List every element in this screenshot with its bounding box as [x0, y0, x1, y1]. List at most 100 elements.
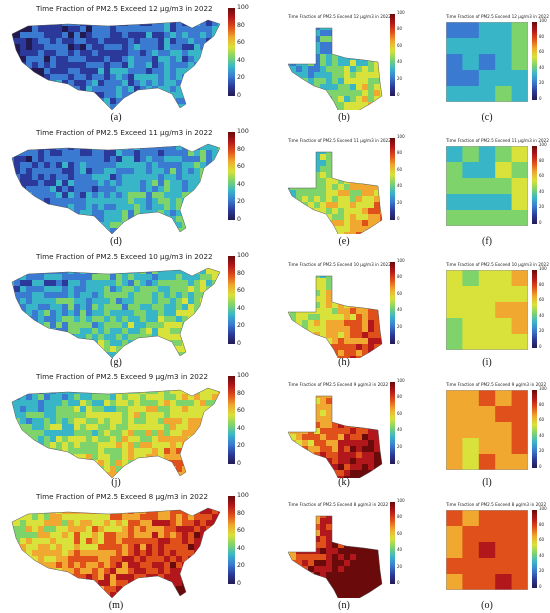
grid-4-grid-map [446, 510, 528, 590]
colorbar-tick-label: 100 [397, 10, 405, 15]
colorbar-tick-label: 40 [237, 180, 245, 188]
panel-label: (h) [338, 357, 350, 368]
colorbar-tick-label: 100 [539, 386, 547, 391]
colorbar-tick-label: 20 [397, 199, 403, 205]
colorbar-gradient [390, 14, 395, 96]
colorbar [532, 146, 537, 224]
colorbar-tick-label: 100 [237, 4, 249, 11]
colorbar-gradient [228, 496, 235, 584]
colorbar-tick-label: 0 [397, 92, 400, 97]
colorbar-tick-label: 60 [539, 173, 545, 179]
panel-label: (k) [338, 477, 350, 488]
panel-title: Time Fraction of PM2.5 Exceed 9 μg/m3 in… [288, 382, 389, 387]
grid-map-panel: Time Fraction of PM2.5 Exceed 11 μg/m3 i… [446, 138, 549, 238]
tx-2-map [287, 275, 383, 358]
colorbar-tick-label: 80 [397, 150, 403, 156]
colorbar-tick-label: 20 [237, 442, 245, 450]
us-map-panel: Time Fraction of PM2.5 Exceed 11 μg/m3 i… [8, 128, 224, 234]
colorbar-tick-label: 0 [237, 580, 241, 587]
texas-map-panel: Time Fraction of PM2.5 Exceed 8 μg/m3 in… [284, 502, 388, 602]
us-2-map [11, 267, 221, 358]
grid-1-grid-map [446, 146, 528, 226]
colorbar-tick-label: 20 [539, 204, 545, 210]
colorbar [228, 256, 235, 344]
panel-label: (m) [108, 600, 124, 611]
panel-title: Time Fraction of PM2.5 Exceed 8 μg/m3 in… [288, 502, 389, 507]
colorbar-tick-label: 20 [539, 328, 545, 334]
colorbar-tick-label: 80 [539, 401, 545, 407]
panel-label: (g) [110, 357, 122, 368]
colorbar-tick-label: 100 [397, 498, 405, 503]
colorbar-tick-label: 80 [397, 514, 403, 520]
us-1-map [11, 143, 221, 234]
panel-title: Time Fraction of PM2.5 Exceed 9 μg/m3 in… [446, 382, 547, 387]
colorbar-tick-label: 80 [539, 521, 545, 527]
tx-1-map [287, 151, 383, 234]
colorbar-gradient [228, 132, 235, 220]
tx-4-map [287, 515, 383, 598]
colorbar-tick-label: 60 [539, 297, 545, 303]
colorbar [532, 270, 537, 348]
colorbar [390, 14, 395, 96]
colorbar-tick-label: 40 [539, 552, 545, 558]
colorbar [228, 376, 235, 464]
colorbar-tick-label: 80 [539, 157, 545, 163]
colorbar-tick-label: 60 [397, 290, 403, 296]
colorbar-gradient [228, 8, 235, 96]
colorbar [390, 382, 395, 464]
us-4-map [11, 507, 221, 598]
colorbar-gradient [390, 382, 395, 464]
colorbar-gradient [390, 138, 395, 220]
colorbar-tick-label: 60 [397, 530, 403, 536]
grid-map-panel: Time Fraction of PM2.5 Exceed 9 μg/m3 in… [446, 382, 546, 482]
colorbar-tick-label: 40 [397, 59, 403, 65]
colorbar-tick-label: 100 [237, 252, 249, 259]
colorbar-gradient [228, 256, 235, 344]
colorbar-tick-label: 0 [237, 216, 241, 223]
colorbar-tick-label: 0 [397, 216, 400, 221]
colorbar-tick-label: 20 [539, 568, 545, 574]
panel-label: (l) [482, 477, 492, 488]
colorbar-tick-label: 0 [539, 96, 542, 101]
panel-title: Time Fraction of PM2.5 Exceed 10 μg/m3 i… [288, 262, 391, 267]
colorbar-gradient [532, 146, 537, 224]
colorbar-tick-label: 60 [539, 537, 545, 543]
panel-title: Time Fraction of PM2.5 Exceed 11 μg/m3 i… [36, 128, 213, 137]
colorbar-tick-label: 80 [237, 145, 245, 153]
colorbar-tick-label: 80 [539, 33, 545, 39]
colorbar-tick-label: 40 [539, 188, 545, 194]
colorbar-tick-label: 40 [397, 547, 403, 553]
colorbar-tick-label: 40 [397, 307, 403, 313]
colorbar-tick-label: 0 [397, 580, 400, 585]
tx-3-map [287, 395, 383, 478]
us-0-map [11, 19, 221, 110]
colorbar-tick-label: 20 [539, 448, 545, 454]
colorbar-tick-label: 80 [237, 21, 245, 29]
colorbar-gradient [390, 502, 395, 584]
texas-map-panel: Time Fraction of PM2.5 Exceed 11 μg/m3 i… [284, 138, 391, 238]
colorbar [532, 510, 537, 588]
colorbar-tick-label: 100 [397, 378, 405, 383]
colorbar-tick-label: 100 [539, 506, 547, 511]
colorbar [532, 390, 537, 468]
texas-map-panel: Time Fraction of PM2.5 Exceed 10 μg/m3 i… [284, 262, 391, 362]
grid-map-panel: Time Fraction of PM2.5 Exceed 8 μg/m3 in… [446, 502, 546, 602]
us-map-panel: Time Fraction of PM2.5 Exceed 9 μg/m3 in… [8, 372, 224, 478]
colorbar-tick-label: 40 [237, 304, 245, 312]
colorbar-tick-label: 100 [397, 258, 405, 263]
colorbar-gradient [228, 376, 235, 464]
colorbar-tick-label: 80 [397, 26, 403, 32]
panel-title: Time Fraction of PM2.5 Exceed 9 μg/m3 in… [36, 372, 209, 381]
colorbar-tick-label: 40 [539, 312, 545, 318]
colorbar-tick-label: 40 [397, 183, 403, 189]
panel-label: (i) [482, 357, 492, 368]
colorbar-tick-label: 40 [539, 432, 545, 438]
tx-0-map [287, 27, 383, 110]
colorbar-tick-label: 80 [237, 269, 245, 277]
colorbar-tick-label: 60 [539, 417, 545, 423]
colorbar-tick-label: 60 [397, 166, 403, 172]
colorbar [228, 8, 235, 96]
colorbar-tick-label: 100 [397, 134, 405, 139]
colorbar-gradient [532, 510, 537, 588]
colorbar-gradient [532, 270, 537, 348]
